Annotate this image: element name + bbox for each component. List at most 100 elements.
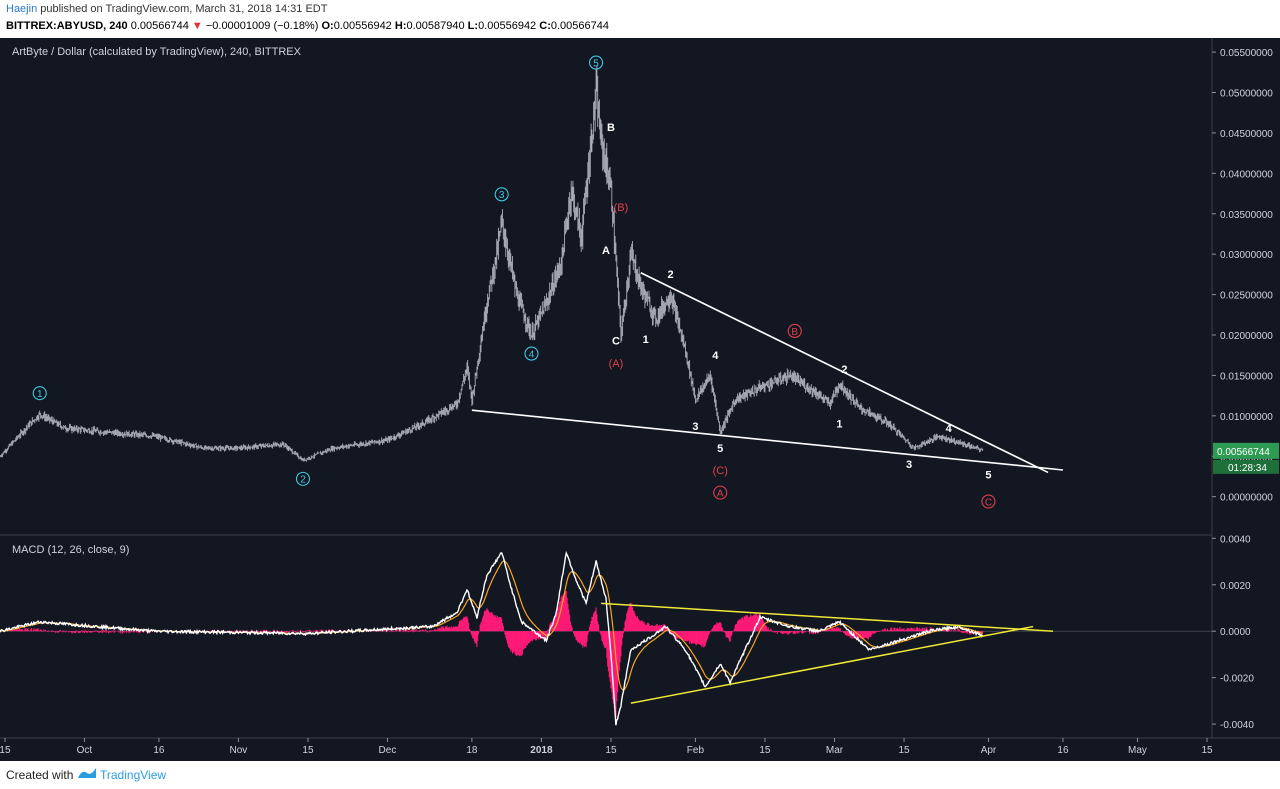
price-trendline[interactable] xyxy=(471,409,1064,471)
created-with-text: Created with xyxy=(6,768,74,782)
author-link[interactable]: Haejin xyxy=(6,3,38,15)
time-tick-label: Nov xyxy=(230,745,248,756)
price-tick-label: 0.03500000 xyxy=(1220,210,1273,221)
wave-label: 5 xyxy=(717,443,723,455)
price-tick-label: 0.02000000 xyxy=(1220,331,1273,342)
price-tick-label: 0.01500000 xyxy=(1220,371,1273,382)
macd-tick-label: -0.0020 xyxy=(1220,674,1254,685)
time-tick-label: 16 xyxy=(1057,745,1069,756)
time-tick-label: 15 xyxy=(1201,745,1213,756)
wave-label: B xyxy=(607,122,615,134)
wave-label-circle xyxy=(713,485,728,500)
wave-label: C xyxy=(612,335,620,347)
wave-label-circle xyxy=(494,187,509,202)
wave-label: (B) xyxy=(614,202,629,214)
close-label: C: xyxy=(539,20,551,32)
time-tick-label: 2018 xyxy=(530,745,553,756)
time-tick-label: 15 xyxy=(898,745,910,756)
wave-label: (A) xyxy=(609,358,624,370)
time-tick-label: 15 xyxy=(0,745,11,756)
macd-tick-label: -0.0040 xyxy=(1220,720,1254,731)
low-value: 0.00556942 xyxy=(478,20,537,32)
candles xyxy=(0,65,984,462)
high-value: 0.00587940 xyxy=(406,20,465,32)
low-label: L: xyxy=(467,20,479,32)
macd-tick-label: 0.0000 xyxy=(1220,627,1251,638)
time-tick-label: 15 xyxy=(605,745,617,756)
wave-label: 5 xyxy=(593,58,599,69)
price-tick-label: 0.01000000 xyxy=(1220,412,1273,423)
time-tick-label: Dec xyxy=(379,745,397,756)
high-label: H: xyxy=(394,20,407,32)
time-tick-label: Feb xyxy=(687,745,705,756)
wave-label: 4 xyxy=(712,350,719,362)
wave-label: A xyxy=(717,488,724,499)
wave-label: 5 xyxy=(985,470,991,482)
price-pane-title: ArtByte / Dollar (calculated by TradingV… xyxy=(12,46,301,58)
open-value: 0.00556942 xyxy=(333,20,392,32)
close-value: 0.00566744 xyxy=(550,20,609,32)
time-tick-label: 15 xyxy=(759,745,771,756)
publish-info: Haejin published on TradingView.com, Mar… xyxy=(6,3,327,15)
macd-line xyxy=(0,551,984,726)
price-tick-label: 0.04000000 xyxy=(1220,169,1273,180)
price-tick-label: 0.02500000 xyxy=(1220,291,1273,302)
ohlc-line: BITTREX:ABYUSD, 240 0.00566744 ▼ −0.0000… xyxy=(6,20,609,32)
macd-tick-label: 0.0040 xyxy=(1220,534,1251,545)
countdown-badge xyxy=(1213,459,1279,474)
tradingview-logo-icon xyxy=(78,768,96,778)
chart-header: Haejin published on TradingView.com, Mar… xyxy=(0,0,1280,38)
wave-label: 2 xyxy=(668,269,674,281)
wave-label-circle xyxy=(981,494,996,509)
chart-area[interactable]: 0.000000000.005000000.010000000.01500000… xyxy=(0,38,1280,761)
current-price-label: 0.00566744 xyxy=(1217,447,1270,458)
wave-label: B xyxy=(791,327,798,338)
time-tick-label: Apr xyxy=(981,745,997,756)
time-tick-label: May xyxy=(1128,745,1147,756)
time-tick-label: 15 xyxy=(302,745,314,756)
wave-label: 1 xyxy=(643,334,649,346)
wave-label: 4 xyxy=(946,423,953,435)
time-tick-label: 18 xyxy=(466,745,478,756)
macd-trendline[interactable] xyxy=(600,602,1054,632)
change-value: −0.00001009 (−0.18%) xyxy=(205,20,319,32)
down-arrow-icon: ▼ xyxy=(191,20,203,32)
chart-canvas[interactable]: 0.000000000.005000000.010000000.01500000… xyxy=(0,38,1280,761)
wave-label-circle xyxy=(524,346,539,361)
footer: Created with TradingView xyxy=(0,761,1280,789)
wave-label: 3 xyxy=(499,190,505,201)
wave-label: 1 xyxy=(836,419,842,431)
wave-label: 2 xyxy=(841,364,847,376)
price-tick-label: 0.05000000 xyxy=(1220,89,1273,100)
price-tick-label: 0.05500000 xyxy=(1220,48,1273,59)
wave-label: 3 xyxy=(906,459,912,471)
time-tick-label: Mar xyxy=(826,745,844,756)
wave-label-circle xyxy=(32,386,47,401)
wave-label-circle xyxy=(295,471,311,486)
symbol-label: BITTREX:ABYUSD, 240 xyxy=(6,20,128,32)
last-price: 0.00566744 xyxy=(130,20,189,32)
macd-trendline[interactable] xyxy=(630,625,1034,704)
tradingview-brand-link[interactable]: TradingView xyxy=(100,768,167,782)
countdown-label: 01:28:34 xyxy=(1228,463,1267,474)
wave-label: C xyxy=(985,497,992,508)
wave-label: (C) xyxy=(713,465,728,477)
wave-label-circle xyxy=(589,55,604,70)
price-tick-label: 0.00000000 xyxy=(1220,493,1273,504)
open-label: O: xyxy=(321,20,334,32)
current-price-badge xyxy=(1213,442,1279,459)
published-text: published on TradingView.com, March 31, … xyxy=(40,3,328,15)
macd-pane-title: MACD (12, 26, close, 9) xyxy=(12,544,130,556)
wave-label: 3 xyxy=(692,421,698,433)
price-tick-label: 0.04500000 xyxy=(1220,129,1273,140)
wave-label-circle xyxy=(787,323,802,339)
wave-label: 4 xyxy=(529,349,535,360)
wave-label: 2 xyxy=(300,475,306,486)
time-tick-label: 16 xyxy=(153,745,165,756)
macd-histogram xyxy=(0,590,984,718)
wave-label: 1 xyxy=(37,389,43,400)
price-trendline[interactable] xyxy=(640,272,1049,474)
price-tick-label: 0.03000000 xyxy=(1220,250,1273,261)
time-tick-label: Oct xyxy=(77,745,93,756)
wave-label: A xyxy=(602,245,610,257)
